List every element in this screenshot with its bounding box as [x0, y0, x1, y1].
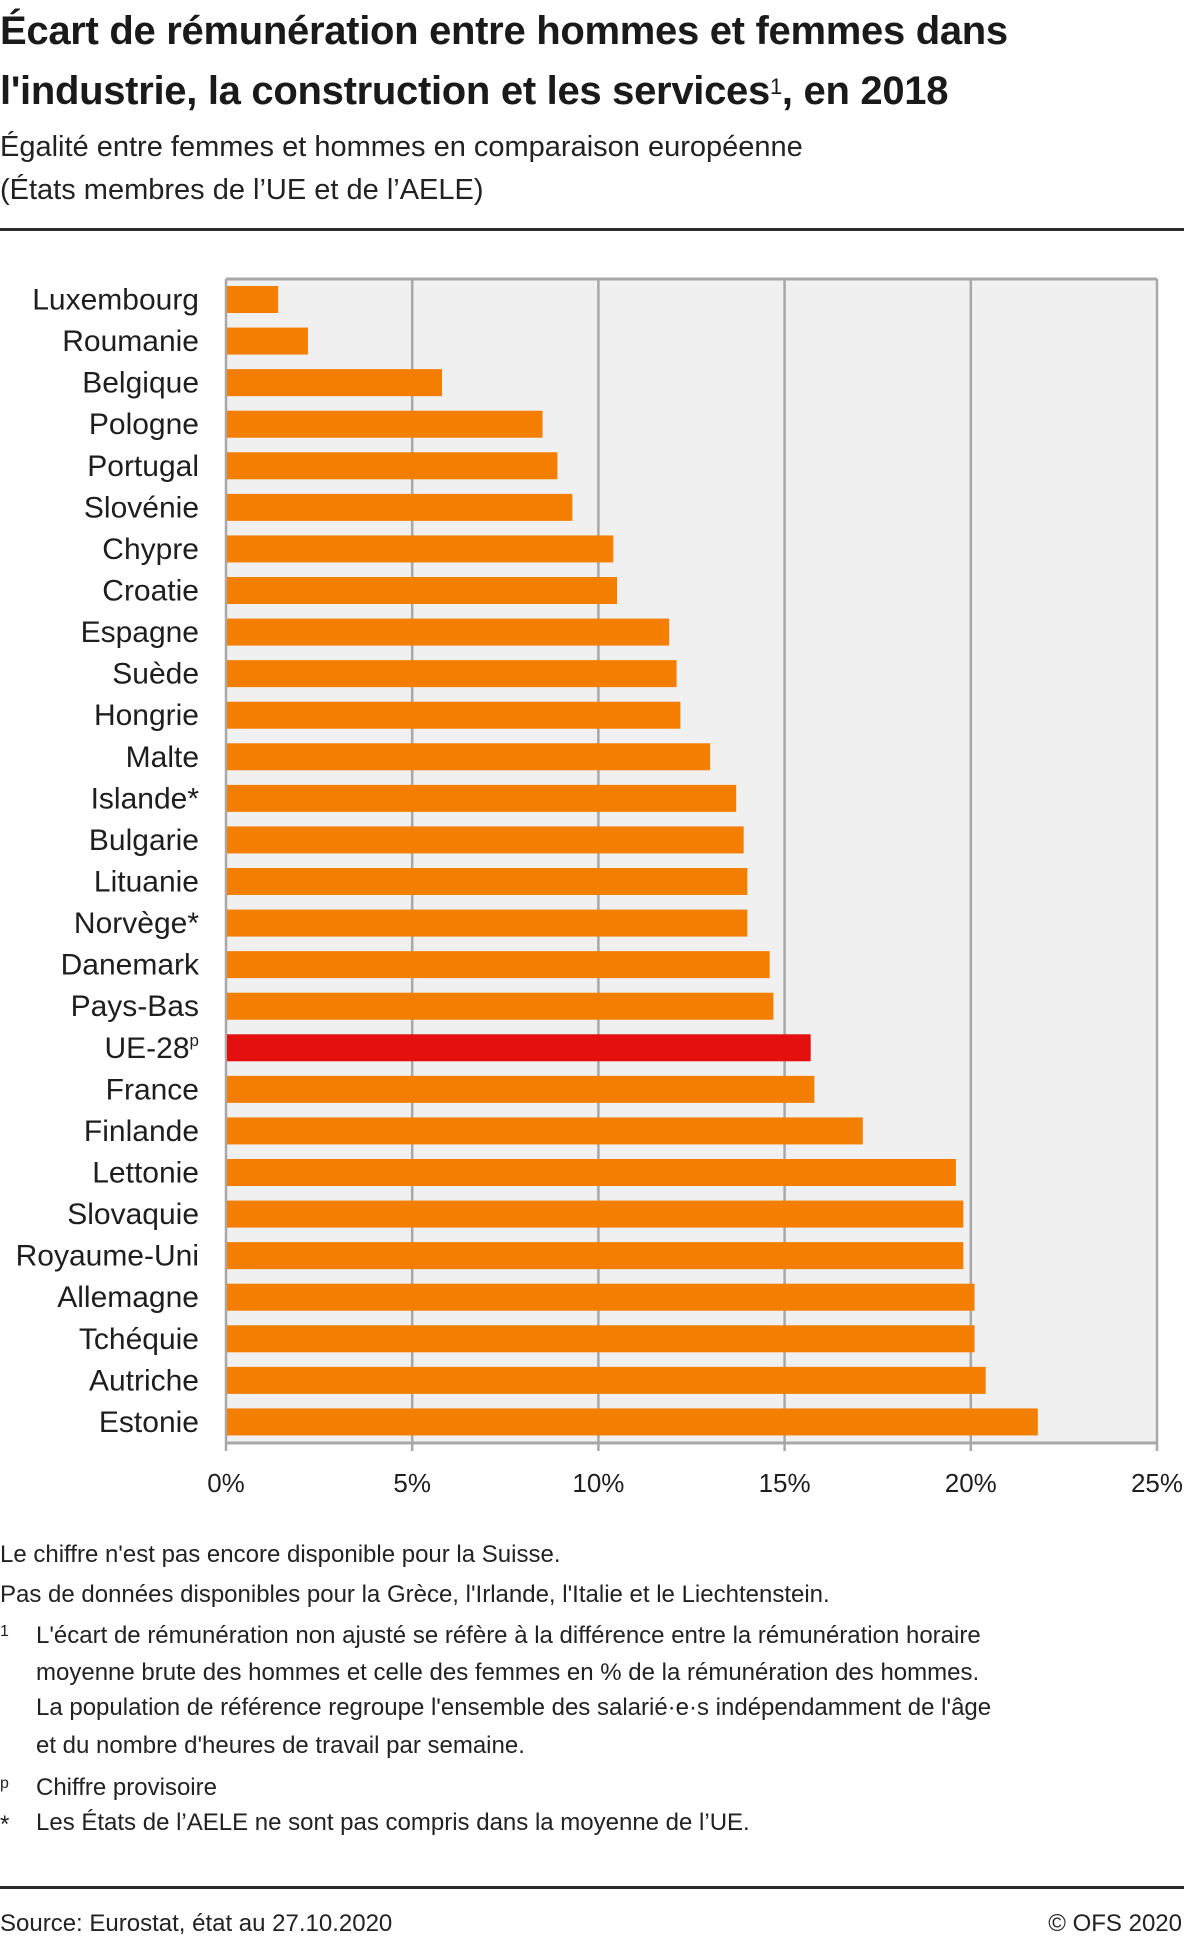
category-label: Hongrie	[94, 699, 199, 732]
category-label: Luxembourg	[32, 284, 199, 317]
title-footnote-marker: 1	[769, 74, 782, 99]
chart-subtitle-line1: Égalité entre femmes et hommes en compar…	[0, 131, 803, 163]
footnote-star-marker: *	[0, 1811, 10, 1838]
chart-title-line2: l'industrie, la construction et les serv…	[0, 61, 948, 121]
category-label: France	[106, 1073, 199, 1106]
category-label: Islande*	[91, 782, 200, 815]
category-label: Bulgarie	[89, 824, 199, 857]
title-line2-end: , en 2018	[781, 69, 949, 113]
footnote-p-marker: p	[0, 1775, 9, 1792]
x-tick-label: 25%	[1131, 1468, 1183, 1498]
category-label: Slovénie	[84, 491, 199, 524]
bar-suède	[227, 660, 677, 688]
bar-allemagne	[227, 1283, 975, 1311]
x-tick-labels: 0% 5% 10% 15% 20% 25%	[207, 1468, 1183, 1498]
bars	[227, 286, 1038, 1436]
bar-hongrie	[227, 701, 681, 729]
bar-belgique	[227, 369, 442, 397]
bar-royaume-uni	[227, 1242, 964, 1270]
bar-islande	[227, 784, 737, 812]
bar-tchéquie	[227, 1325, 975, 1353]
bar-france	[227, 1075, 815, 1103]
x-tick-label: 10%	[572, 1468, 624, 1498]
bar-pays-bas	[227, 992, 774, 1020]
x-tick-label: 20%	[945, 1468, 997, 1498]
category-label: Malte	[126, 741, 199, 774]
footnote-1-marker: 1	[0, 1623, 9, 1640]
x-tick-label: 0%	[207, 1468, 245, 1498]
bar-norvège	[227, 909, 748, 937]
bar-roumanie	[227, 327, 308, 355]
category-label: Espagne	[81, 616, 199, 649]
category-label: Estonie	[99, 1406, 199, 1439]
x-tick-label: 5%	[393, 1468, 431, 1498]
category-label: Croatie	[102, 575, 199, 608]
bar-danemark	[227, 951, 770, 979]
note-switzerland: Le chiffre n'est pas encore disponible p…	[0, 1541, 561, 1568]
note-missing-data: Pas de données disponibles pour la Grèce…	[0, 1581, 830, 1608]
category-label: Finlande	[84, 1115, 199, 1148]
footnote-1-line: moyenne brute des hommes et celle des fe…	[36, 1659, 980, 1686]
category-label: Portugal	[87, 450, 199, 483]
category-label: Roumanie	[62, 325, 199, 358]
bar-malte	[227, 743, 711, 771]
category-label: Allemagne	[57, 1281, 199, 1314]
source-text: Source: Eurostat, état au 27.10.2020	[0, 1910, 393, 1937]
bar-lettonie	[227, 1159, 956, 1186]
bar-espagne	[227, 618, 670, 646]
category-label: Pays-Bas	[71, 990, 199, 1023]
category-label: Chypre	[102, 533, 199, 566]
title-line2-text: l'industrie, la construction et les serv…	[0, 69, 770, 113]
bar-bulgarie	[227, 826, 744, 854]
bar-lituanie	[227, 868, 748, 895]
bar-estonie	[227, 1408, 1038, 1436]
footnote-star-text: Les États de l’AELE ne sont pas compris …	[36, 1809, 750, 1836]
category-label: Suède	[112, 658, 199, 691]
bar-autriche	[227, 1366, 986, 1394]
category-label: Norvège*	[74, 907, 199, 940]
category-label: Autriche	[89, 1364, 199, 1397]
bar-slovénie	[227, 493, 573, 521]
bar-croatie	[227, 577, 618, 604]
chart-subtitle-line2: (États membres de l’UE et de l’AELE)	[0, 174, 484, 206]
bar-chart: Luxembourg Roumanie Belgique Pologne Portuga…	[16, 277, 1183, 1498]
category-label: Lettonie	[92, 1157, 199, 1190]
category-label: Lituanie	[94, 866, 199, 899]
header-divider	[0, 228, 1184, 231]
x-tick-label: 15%	[759, 1468, 811, 1498]
copyright-text: © OFS 2020	[1048, 1910, 1182, 1937]
category-label: Pologne	[89, 408, 199, 441]
bar-chypre	[227, 535, 614, 563]
bar-slovaquie	[227, 1200, 964, 1228]
x-axis	[224, 1441, 1159, 1451]
bar-luxembourg	[227, 286, 279, 313]
category-label: UE-28p	[104, 1031, 199, 1065]
category-labels: Luxembourg Roumanie Belgique Pologne Portuga…	[16, 284, 200, 1439]
footnote-1-line: La population de référence regroupe l'en…	[36, 1694, 992, 1721]
bar-pologne	[227, 410, 543, 438]
footer-divider	[0, 1886, 1184, 1889]
category-label: Slovaquie	[67, 1198, 199, 1231]
chart-title-line1: Écart de rémunération entre hommes et fe…	[0, 9, 1008, 53]
bar-finlande	[227, 1117, 863, 1145]
category-label: Belgique	[82, 367, 199, 400]
footnote-1-line: L'écart de rémunération non ajusté se ré…	[36, 1622, 981, 1649]
category-label: Royaume-Uni	[16, 1240, 199, 1273]
category-label: Danemark	[61, 949, 200, 982]
bar-ue-28	[227, 1034, 811, 1062]
category-label: Tchéquie	[79, 1323, 199, 1356]
bar-portugal	[227, 452, 558, 480]
footnote-1-line: et du nombre d'heures de travail par sem…	[36, 1732, 525, 1759]
footnote-p-text: Chiffre provisoire	[36, 1774, 217, 1801]
